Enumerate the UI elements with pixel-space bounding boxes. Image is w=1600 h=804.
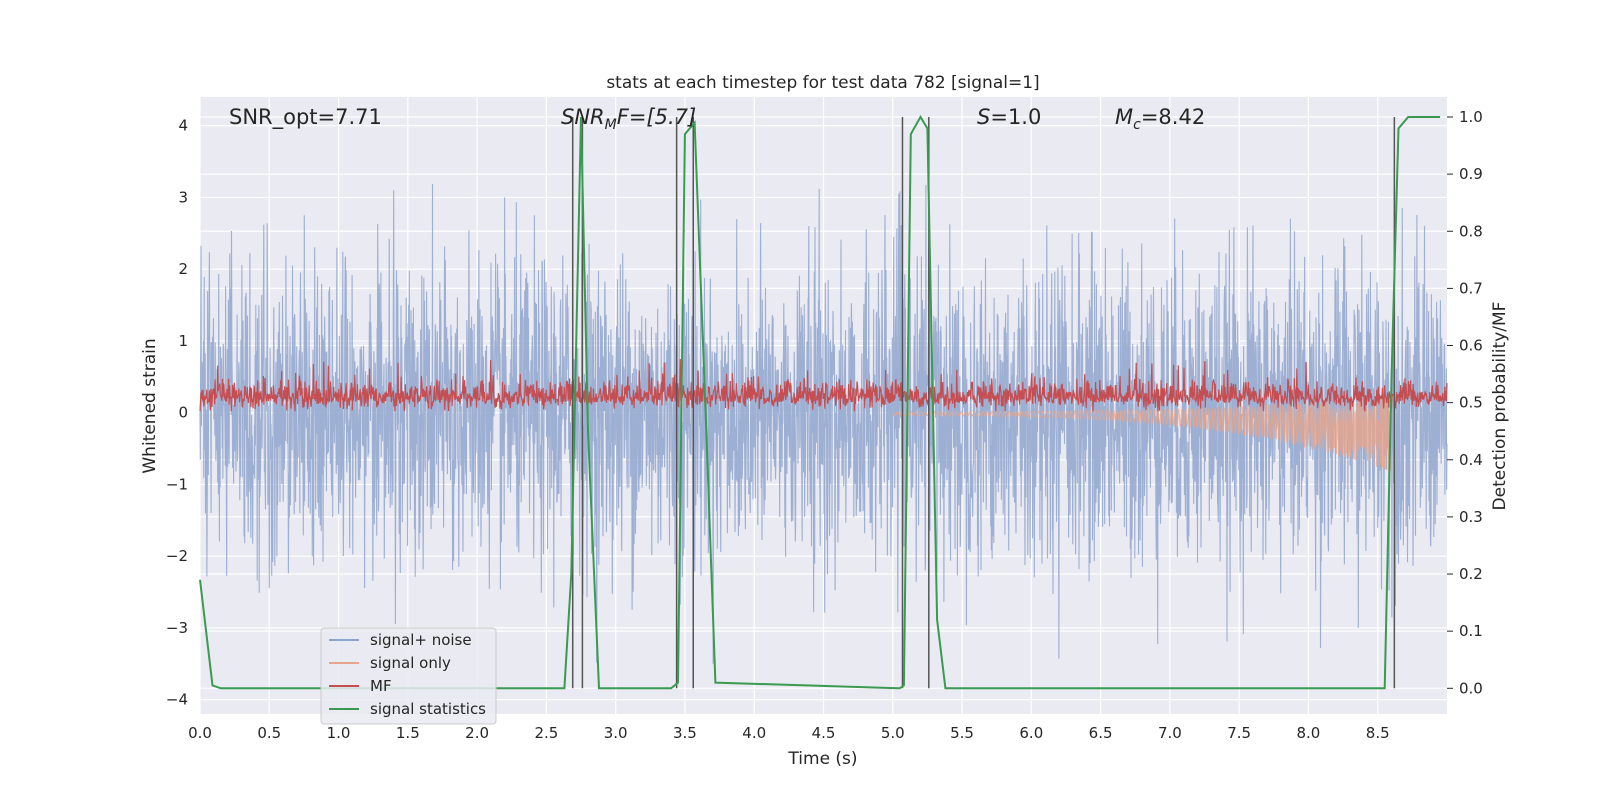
x-tick-label-14: 7.0	[1158, 724, 1182, 742]
legend: signal+ noise signal only MF signal stat…	[320, 627, 497, 725]
legend-label-signal-statistics: signal statistics	[370, 700, 486, 718]
x-tick-label-2: 1.0	[327, 724, 351, 742]
y2-tick-label-8: 0.8	[1459, 222, 1483, 240]
x-tick-label-3: 1.5	[396, 724, 420, 742]
y2-tick-label-9: 0.9	[1459, 165, 1483, 183]
y-tick-label-5: 1	[178, 332, 188, 350]
y2-axis-ticks: 0.0 0.1 0.2 0.3 0.4 0.5 0.6 0.7 0.8 0.9 1.0	[1447, 108, 1483, 697]
annotation-mc-sub: c	[1133, 117, 1141, 133]
x-tick-label-0: 0.0	[188, 724, 212, 742]
annotation-mc: Mc=8.42	[1115, 105, 1205, 133]
annotation-s-name: S	[977, 105, 990, 129]
y2-tick-label-4: 0.4	[1459, 451, 1483, 469]
y2-tick-label-5: 0.5	[1459, 394, 1483, 412]
annotation-snr-mf: SNRMF=[5.7]	[561, 105, 696, 133]
x-tick-label-13: 6.5	[1089, 724, 1113, 742]
y-tick-label-2: −2	[166, 547, 188, 565]
y2-tick-label-0: 0.0	[1459, 679, 1483, 697]
annotation-s: S=1.0	[977, 105, 1041, 129]
y2-tick-label-3: 0.3	[1459, 508, 1483, 526]
x-tick-label-6: 3.0	[604, 724, 628, 742]
x-tick-label-1: 0.5	[257, 724, 281, 742]
x-axis-ticks: 0.0 0.5 1.0 1.5 2.0 2.5 3.0 3.5 4.0 4.5 5.0 5.5 6.0 6…	[188, 724, 1390, 742]
chart-title: stats at each timestep for test data 782…	[606, 73, 1039, 93]
annotation-snr-mf-tail: F=[5.7]	[617, 105, 696, 129]
y2-tick-label-1: 0.1	[1459, 622, 1483, 640]
y-axis-ticks: −4 −3 −2 −1 0 1 2 3 4	[166, 117, 188, 709]
y-tick-label-4: 0	[178, 404, 188, 422]
legend-box	[320, 627, 497, 725]
series-mf-line	[199, 358, 1448, 412]
y2-tick-label-7: 0.7	[1459, 279, 1483, 297]
signal-statistics-series	[199, 115, 1441, 690]
y-tick-label-0: −4	[166, 691, 188, 709]
legend-label-signal-only: signal only	[370, 654, 451, 672]
y-tick-label-3: −1	[166, 475, 188, 493]
y2-tick-label-6: 0.6	[1459, 337, 1483, 355]
x-tick-label-8: 4.0	[742, 724, 766, 742]
legend-label-signal-noise: signal+ noise	[370, 631, 472, 649]
y-tick-label-7: 3	[178, 188, 188, 206]
x-tick-label-15: 7.5	[1227, 724, 1251, 742]
series-signal-only-line	[892, 394, 1395, 472]
x-tick-label-17: 8.5	[1366, 724, 1390, 742]
y-tick-label-1: −3	[166, 619, 188, 637]
annotation-snr-mf-name: SNR	[561, 105, 605, 129]
legend-label-mf: MF	[370, 677, 392, 695]
x-tick-label-10: 5.0	[881, 724, 905, 742]
y-tick-label-6: 2	[178, 260, 188, 278]
y2-axis-label: Detection probability/MF	[1490, 302, 1510, 511]
annotation-snr-opt: SNR_opt=7.71	[229, 105, 382, 130]
y2-tick-label-2: 0.2	[1459, 565, 1483, 583]
y-axis-label: Whitened strain	[140, 338, 160, 473]
y2-tick-label-10: 1.0	[1459, 108, 1483, 126]
series-signal-statistics-line	[199, 115, 1441, 690]
annotation-snr-mf-sub: M	[605, 117, 617, 133]
annotation-mc-name: M	[1115, 105, 1133, 129]
mf-series	[199, 358, 1448, 412]
x-tick-label-11: 5.5	[950, 724, 974, 742]
x-tick-label-5: 2.5	[534, 724, 558, 742]
annotation-s-tail: =1.0	[990, 105, 1041, 129]
x-axis-label: Time (s)	[787, 749, 857, 769]
y-tick-label-8: 4	[178, 117, 188, 135]
signal-only-series	[892, 394, 1395, 472]
x-tick-label-9: 4.5	[812, 724, 836, 742]
annotation-mc-tail: =8.42	[1141, 105, 1205, 129]
x-tick-label-4: 2.0	[465, 724, 489, 742]
x-tick-label-16: 8.0	[1297, 724, 1321, 742]
x-tick-label-12: 6.0	[1019, 724, 1043, 742]
x-tick-label-7: 3.5	[673, 724, 697, 742]
